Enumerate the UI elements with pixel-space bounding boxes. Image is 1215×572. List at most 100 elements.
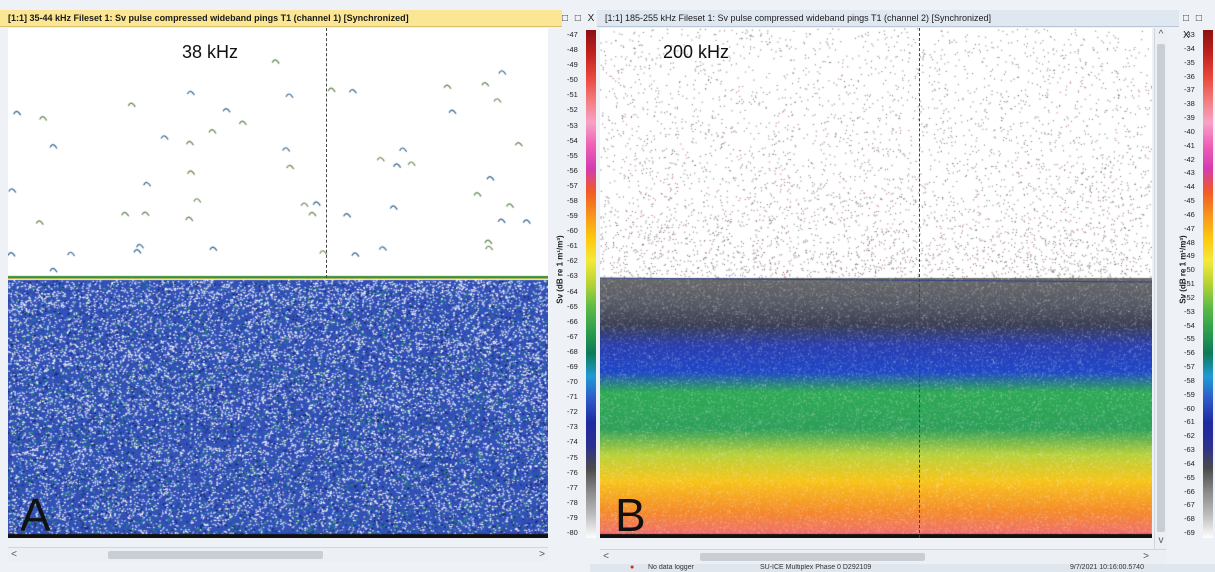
colorbar-tick: -50 [567,75,578,85]
colorbar-tick: -53 [567,120,578,130]
colorbar-tick: -60 [567,226,578,236]
colorbar-tick: -56 [567,165,578,175]
pane-title-left[interactable]: [1:1] 35-44 kHz Fileset 1: Sv pulse comp… [0,10,562,27]
colorbar-tick: -80 [567,528,578,537]
ping-cursor-line[interactable] [919,28,920,538]
colorbar-tick: -69 [1184,528,1195,537]
colorbar-tick: -48 [1184,237,1195,247]
echogram-pane-left: [1:1] 35-44 kHz Fileset 1: Sv pulse comp… [0,0,597,572]
error-icon: ● [630,564,635,571]
colorbar-tick: -73 [567,422,578,432]
colorbar-tick: -44 [1184,182,1195,192]
colorbar-tick: -61 [1184,417,1195,427]
colorbar-tick: -49 [567,60,578,70]
colorbar-tick: -58 [1184,375,1195,385]
colorbar-tick: -35 [1184,57,1195,67]
window-buttons-left[interactable]: □ □ X [562,13,597,24]
ping-cursor-line[interactable] [326,28,327,278]
colorbar-tick: -48 [567,45,578,55]
colorbar-tick: -49 [1184,251,1195,261]
colorbar-tick: -60 [1184,403,1195,413]
scroll-left-arrow-icon[interactable]: < [603,551,609,562]
colorbar-tick: -79 [567,512,578,522]
scroll-down-arrow-icon[interactable]: v [1158,535,1164,546]
colorbar-tick: -75 [567,452,578,462]
colorbar-tick: -51 [567,90,578,100]
frequency-label: 200 kHz [663,42,730,62]
colorbar-tick: -70 [567,377,578,387]
colorbar-tick: -65 [567,301,578,311]
colorbar-tick: -63 [1184,445,1195,454]
colorbar-tick: -54 [567,135,578,145]
colorbar-tick: -59 [1184,389,1195,399]
colorbar-tick: -64 [1184,458,1195,468]
colorbar-tick: -55 [567,150,578,160]
vertical-scrollbar-right[interactable]: ^ v [1154,28,1167,550]
colorbar-tick: -57 [1184,362,1195,371]
panel-letter: B [615,489,646,541]
colorbar-tick: -78 [567,497,578,507]
scroll-right-arrow-icon[interactable]: > [1143,551,1149,562]
colorbar-tick: -69 [567,362,578,371]
scroll-up-arrow-icon[interactable]: ^ [1158,29,1164,40]
colorbar-tick: -54 [1184,320,1195,330]
colorbar-tick: -37 [1184,85,1195,95]
colorbar-tick: -45 [1184,196,1195,205]
colorbar-tick: -50 [1184,265,1195,275]
scroll-thumb[interactable] [108,551,323,559]
colorbar-tick: -65 [1184,472,1195,482]
colorbar-tick: -77 [567,482,578,492]
colorbar-tick: -71 [567,392,578,402]
scroll-thumb[interactable] [700,553,925,561]
colorbar-tick: -53 [1184,306,1195,316]
scroll-thumb[interactable] [1157,44,1165,532]
colorbar-tick: -47 [567,30,578,39]
colorbar-tick: -72 [567,407,578,417]
window-buttons-right[interactable]: □ □ X [1183,13,1204,41]
echogram-200khz[interactable] [600,28,1152,538]
colorbar-tick: -52 [567,105,578,115]
colorbar-tick: -56 [1184,348,1195,358]
colorbar-tick: -66 [567,316,578,326]
colorbar-tick: -57 [567,180,578,190]
colorbar-tick: -62 [1184,431,1195,441]
colorbar-tick: -59 [567,211,578,221]
colorbar-tick: -61 [567,241,578,251]
colorbar-tick: -62 [567,256,578,266]
colorbar-right [1203,30,1213,538]
colorbar-tick: -64 [567,286,578,296]
colorbar-tick: -67 [567,331,578,341]
colorbar-tick: -67 [1184,500,1195,510]
panel-letter: A [20,489,51,541]
scroll-left-arrow-icon[interactable]: < [11,549,17,560]
colorbar-tick: -47 [1184,223,1195,233]
frequency-label: 38 kHz [182,42,239,62]
horizontal-scrollbar-right[interactable]: < > [600,549,1166,564]
colorbar-tick: -43 [1184,168,1195,178]
colorbar-tick: -36 [1184,71,1195,81]
program-status: SU-ICE Multiplex Phase 0 D292109 [760,564,872,571]
colorbar-tick: -58 [567,196,578,205]
colorbar-tick: -55 [1184,334,1195,344]
echogram-pane-right: [1:1] 185-255 kHz Fileset 1: Sv pulse co… [597,0,1215,572]
colorbar-left [586,30,596,538]
pane-title-right[interactable]: [1:1] 185-255 kHz Fileset 1: Sv pulse co… [597,10,1179,27]
colorbar-tick: -46 [1184,209,1195,219]
echogram-38khz[interactable] [8,28,548,538]
colorbar-ticks-left: -47 -48 -49 -50 -51 -52 -53 -54 -55 -56 -57 -58 -59 -… [567,30,587,538]
colorbar-tick: -34 [1184,43,1195,53]
colorbar-tick: -41 [1184,140,1195,150]
scroll-right-arrow-icon[interactable]: > [539,549,545,560]
timestamp-status: 9/7/2021 10:16:00.5740 [1070,564,1144,571]
colorbar-tick: -42 [1184,154,1195,164]
colorbar-tick: -74 [567,437,578,447]
status-bar: ● No data logger SU-ICE Multiplex Phase … [590,564,1215,572]
colorbar-tick: -51 [1184,279,1195,288]
colorbar-tick: -40 [1184,126,1195,136]
colorbar-tick: -68 [1184,514,1195,524]
horizontal-scrollbar-left[interactable]: < > [8,547,548,562]
colorbar-tick: -66 [1184,486,1195,496]
colorbar-tick: -76 [567,467,578,477]
colorbar-tick: -39 [1184,113,1195,122]
colorbar-tick: -68 [567,346,578,356]
